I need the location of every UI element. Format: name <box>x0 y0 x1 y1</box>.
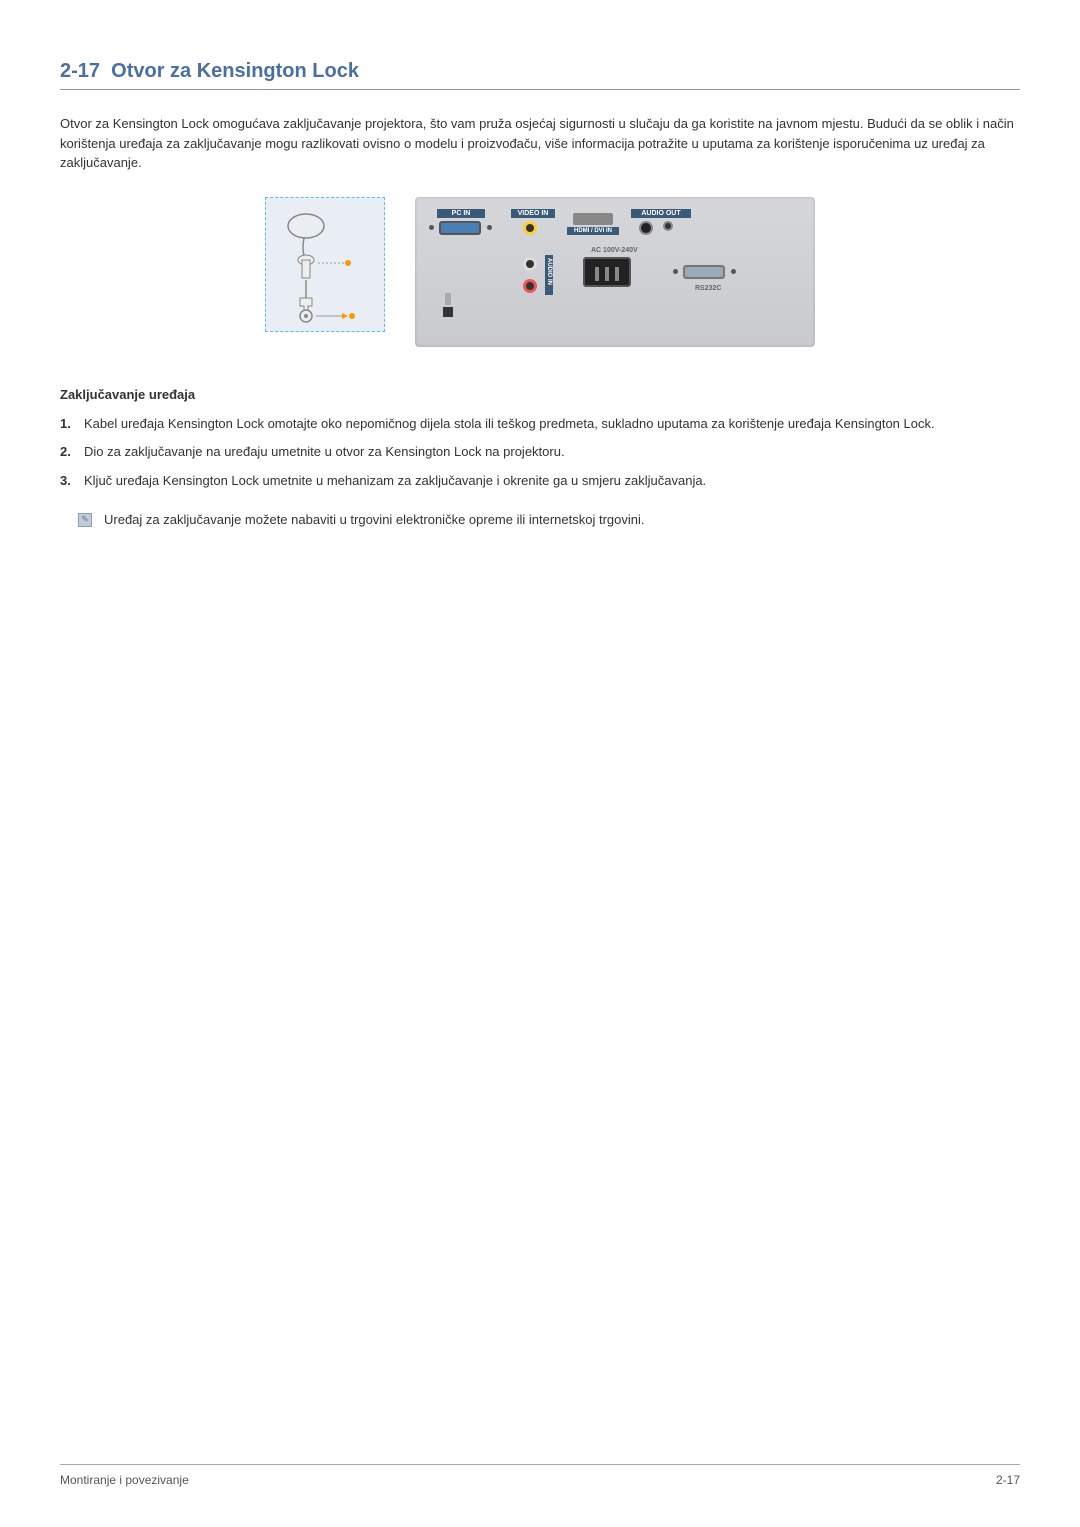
audio-in-r-port <box>523 279 537 293</box>
ac-label: AC 100V-240V <box>591 247 638 254</box>
headphone-icon <box>663 221 673 231</box>
step-item: Kabel uređaja Kensington Lock omotajte o… <box>60 414 1020 435</box>
kensington-slot <box>443 307 453 317</box>
sub-heading: Zaključavanje uređaja <box>60 387 1020 402</box>
rs232c-port <box>683 265 725 279</box>
kensington-slot-icon <box>445 293 451 305</box>
footer-left: Montiranje i povezivanje <box>60 1473 189 1487</box>
screw-dot <box>487 225 492 230</box>
hdmi-port <box>573 213 613 225</box>
video-in-label: VIDEO IN <box>511 209 555 218</box>
steps-list: Kabel uređaja Kensington Lock omotajte o… <box>60 414 1020 492</box>
page-footer: Montiranje i povezivanje 2-17 <box>60 1464 1020 1487</box>
audio-out-label: AUDIO OUT <box>631 209 691 218</box>
audio-in-label: AUDIO IN <box>545 255 553 295</box>
vga-port <box>439 221 481 235</box>
audio-in-l-port <box>523 257 537 271</box>
screw-dot <box>673 269 678 274</box>
projector-port-panel: PC IN VIDEO IN HDMI / DVI IN AUDIO OUT A… <box>415 197 815 347</box>
step-item: Ključ uređaja Kensington Lock umetnite u… <box>60 471 1020 492</box>
section-number: 2-17 <box>60 60 100 82</box>
lock-svg <box>266 198 386 333</box>
note-icon: ✎ <box>78 513 92 527</box>
composite-video-port <box>523 221 537 235</box>
section-heading: 2-17 Otvor za Kensington Lock <box>60 60 1020 90</box>
note-text: Uređaj za zaključavanje možete nabaviti … <box>104 512 644 527</box>
screw-dot <box>731 269 736 274</box>
diagram-container: PC IN VIDEO IN HDMI / DVI IN AUDIO OUT A… <box>60 197 1020 347</box>
intro-text: Otvor za Kensington Lock omogućava zaklj… <box>60 114 1020 173</box>
screw-dot <box>429 225 434 230</box>
lock-line-drawing <box>265 197 385 332</box>
step-item: Dio za zaključavanje na uređaju umetnite… <box>60 442 1020 463</box>
footer-right: 2-17 <box>996 1473 1020 1487</box>
note-box: ✎ Uređaj za zaključavanje možete nabavit… <box>60 512 1020 527</box>
section-title: Otvor za Kensington Lock <box>111 60 359 82</box>
hdmi-label: HDMI / DVI IN <box>567 227 619 235</box>
rs232c-label: RS232C <box>695 285 721 292</box>
pc-in-label: PC IN <box>437 209 485 218</box>
audio-out-jack <box>639 221 653 235</box>
ac-power-port <box>583 257 631 287</box>
